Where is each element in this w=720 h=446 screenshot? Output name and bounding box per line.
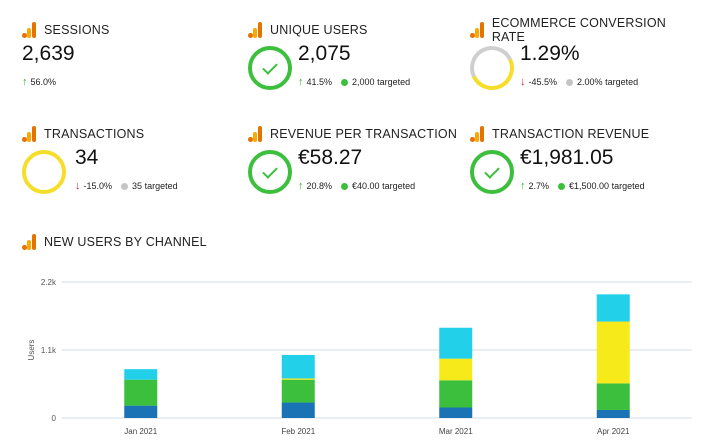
kpi-meta: ↑ 41.5% 2,000 targeted bbox=[298, 76, 410, 88]
kpi-target: €40.00 bbox=[352, 181, 380, 191]
kpi-target: 35 bbox=[132, 181, 143, 191]
kpi-title: TRANSACTIONS bbox=[44, 127, 145, 141]
bar-segment bbox=[596, 321, 630, 384]
kpi-change: -45.5% bbox=[528, 77, 558, 87]
kpi-sessions[interactable]: SESSIONS 2,639 ↑ 56.0% bbox=[22, 20, 252, 110]
kpi-meta: ↑ 2.7% €1,500.00 targeted bbox=[520, 180, 645, 192]
bar-segment bbox=[281, 379, 315, 403]
check-icon bbox=[262, 58, 278, 75]
kpi-meta: ↓ -15.0% 35 targeted bbox=[75, 180, 178, 192]
kpi-value: €58.27 bbox=[298, 146, 363, 169]
kpi-meta: ↑ 20.8% €40.00 targeted bbox=[298, 180, 415, 192]
kpi-target-label: targeted bbox=[382, 181, 416, 191]
x-tick-label: Feb 2021 bbox=[281, 427, 315, 436]
kpi-change: 20.8% bbox=[306, 181, 333, 191]
analytics-icon bbox=[248, 126, 262, 142]
stacked-bar-chart: 0 1.1k 2.2k Users Jan 2021 Feb 2021 Mar 2021 Ap… bbox=[27, 278, 692, 436]
arrow-up-icon: ↑ bbox=[298, 76, 304, 88]
bar-segment bbox=[439, 380, 473, 408]
target-dot-icon bbox=[341, 182, 349, 190]
bar-segment bbox=[439, 407, 473, 418]
kpi-value: €1,981.05 bbox=[520, 146, 614, 169]
bar-segment bbox=[124, 405, 158, 418]
x-tick-label: Jan 2021 bbox=[124, 427, 157, 436]
goal-ring-partial bbox=[463, 39, 521, 97]
analytics-icon bbox=[22, 22, 36, 38]
kpi-meta: ↓ -45.5% 2.00% targeted bbox=[520, 76, 638, 88]
kpi-target-label: targeted bbox=[377, 77, 411, 87]
target-dot-icon bbox=[558, 182, 566, 190]
analytics-icon bbox=[248, 22, 262, 38]
kpi-title: SESSIONS bbox=[44, 23, 110, 37]
kpi-title: REVENUE PER TRANSACTION bbox=[270, 127, 458, 141]
target-dot-icon bbox=[341, 78, 349, 86]
bar-segment bbox=[281, 402, 315, 418]
kpi-change: 41.5% bbox=[306, 77, 333, 87]
kpi-value: 2,075 bbox=[298, 42, 351, 65]
arrow-up-icon: ↑ bbox=[520, 180, 526, 192]
check-icon bbox=[262, 162, 278, 179]
bar-segment bbox=[596, 294, 630, 322]
kpi-header: UNIQUE USERS bbox=[248, 20, 368, 40]
x-tick-label: Mar 2021 bbox=[439, 427, 473, 436]
goal-ring-unmet bbox=[22, 150, 66, 194]
chart-header: NEW USERS BY CHANNEL bbox=[22, 234, 207, 250]
kpi-transaction-revenue[interactable]: TRANSACTION REVENUE €1,981.05 ↑ 2.7% €1,… bbox=[470, 124, 700, 214]
kpi-target-label: targeted bbox=[611, 181, 645, 191]
analytics-icon bbox=[470, 22, 484, 38]
kpi-unique-users[interactable]: UNIQUE USERS 2,075 ↑ 41.5% 2,000 targete… bbox=[248, 20, 478, 110]
chart-title: NEW USERS BY CHANNEL bbox=[44, 235, 207, 249]
bar-segment bbox=[124, 379, 158, 406]
arrow-down-icon: ↓ bbox=[75, 180, 81, 192]
kpi-header: TRANSACTIONS bbox=[22, 124, 144, 144]
kpi-meta: ↑ 56.0% bbox=[22, 76, 56, 88]
kpi-target: 2.00% bbox=[577, 77, 603, 87]
kpi-ecommerce-conversion-rate[interactable]: ECOMMERCE CONVERSION RATE 1.29% ↓ -45.5%… bbox=[463, 16, 700, 110]
kpi-value: 34 bbox=[75, 146, 99, 169]
kpi-title: TRANSACTION REVENUE bbox=[492, 127, 650, 141]
kpi-transactions[interactable]: TRANSACTIONS 34 ↓ -15.0% 35 targeted bbox=[22, 124, 252, 214]
kpi-revenue-per-transaction[interactable]: REVENUE PER TRANSACTION €58.27 ↑ 20.8% €… bbox=[248, 124, 478, 214]
kpi-target: €1,500.00 bbox=[569, 181, 610, 191]
target-dot-icon bbox=[121, 182, 129, 190]
kpi-header: TRANSACTION REVENUE bbox=[470, 124, 649, 144]
bar-segment bbox=[439, 327, 473, 359]
bar-segment bbox=[596, 383, 630, 410]
kpi-change: -15.0% bbox=[83, 181, 113, 191]
kpi-value: 1.29% bbox=[520, 42, 580, 65]
bar-segment bbox=[281, 378, 315, 380]
y-tick-label: 1.1k bbox=[41, 346, 57, 355]
analytics-icon bbox=[470, 126, 484, 142]
bar-segment bbox=[439, 358, 473, 381]
kpi-header: REVENUE PER TRANSACTION bbox=[248, 124, 457, 144]
analytics-icon bbox=[22, 126, 36, 142]
goal-ring-met bbox=[470, 150, 514, 194]
kpi-header: SESSIONS bbox=[22, 20, 110, 40]
bar-segment bbox=[124, 369, 158, 380]
arrow-down-icon: ↓ bbox=[520, 76, 526, 88]
x-tick-label: Apr 2021 bbox=[597, 427, 630, 436]
check-icon bbox=[484, 162, 500, 179]
arrow-up-icon: ↑ bbox=[298, 180, 304, 192]
kpi-target-label: targeted bbox=[144, 181, 178, 191]
kpi-value: 2,639 bbox=[22, 42, 75, 65]
analytics-icon bbox=[22, 234, 36, 250]
y-tick-label: 0 bbox=[52, 414, 57, 423]
goal-ring-met bbox=[248, 150, 292, 194]
goal-ring-met bbox=[248, 46, 292, 90]
kpi-target: 2,000 bbox=[352, 77, 375, 87]
kpi-header: ECOMMERCE CONVERSION RATE bbox=[470, 16, 700, 44]
kpi-target-label: targeted bbox=[605, 77, 639, 87]
y-axis-label: Users bbox=[27, 340, 36, 361]
target-dot-icon bbox=[566, 78, 574, 86]
bar-segment bbox=[596, 409, 630, 418]
kpi-title: ECOMMERCE CONVERSION RATE bbox=[491, 16, 666, 44]
bar-segment bbox=[281, 354, 315, 379]
y-tick-label: 2.2k bbox=[41, 278, 57, 287]
kpi-title: UNIQUE USERS bbox=[270, 23, 368, 37]
kpi-change: 2.7% bbox=[528, 181, 550, 191]
kpi-change: 56.0% bbox=[30, 77, 57, 87]
new-users-chart[interactable]: 0 1.1k 2.2k Users Jan 2021 Feb 2021 Mar 2021 Ap… bbox=[0, 262, 720, 446]
arrow-up-icon: ↑ bbox=[22, 76, 28, 88]
